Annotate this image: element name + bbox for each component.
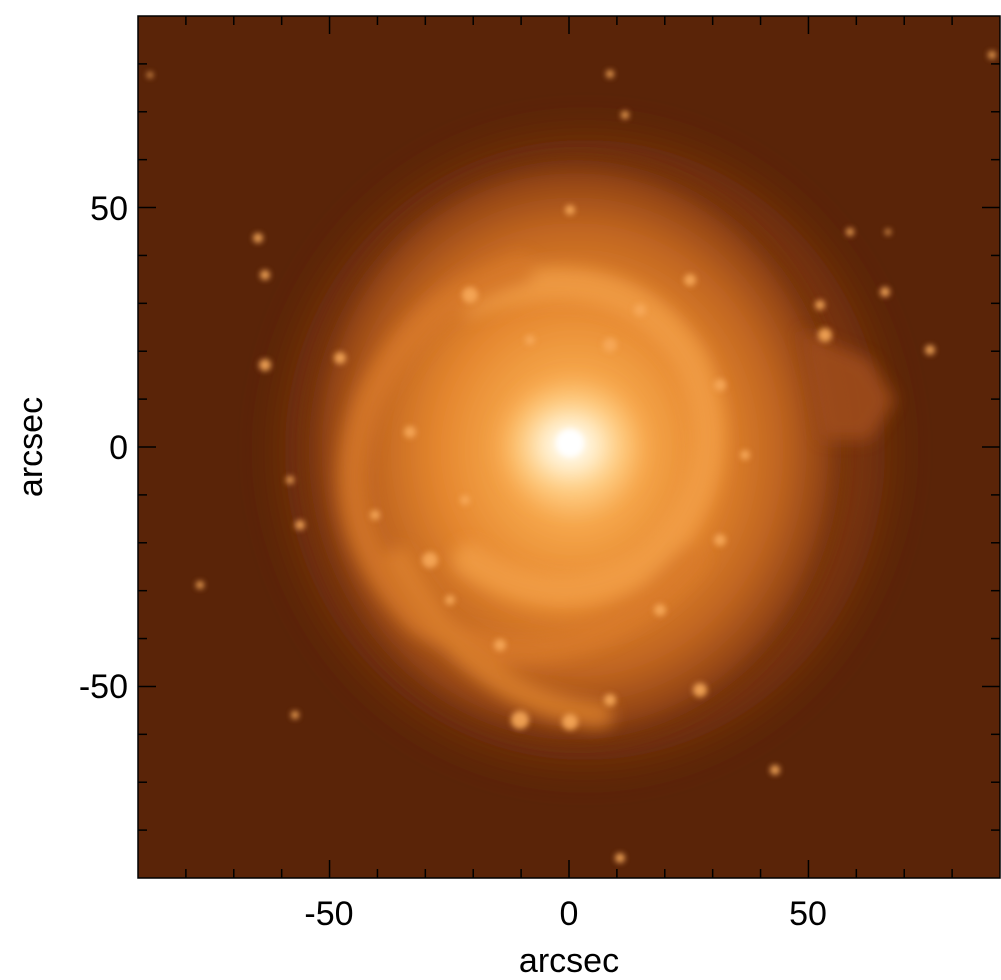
- tidal-feature: [800, 330, 895, 440]
- bright-knot: [291, 711, 299, 719]
- bright-knot: [494, 639, 506, 651]
- y-axis-label: arcsec: [12, 397, 50, 497]
- bright-knot: [988, 51, 996, 59]
- bright-knot: [925, 345, 935, 355]
- bright-knot: [525, 335, 535, 345]
- bright-knot: [334, 352, 346, 364]
- y-tick-label: 0: [109, 429, 128, 467]
- bright-knot: [295, 520, 305, 530]
- bright-knot: [603, 338, 617, 352]
- bright-knot: [654, 604, 666, 616]
- bright-knot: [565, 205, 575, 215]
- bright-knot: [253, 233, 263, 243]
- y-axis-ticks: [138, 63, 1000, 831]
- bright-knot: [684, 274, 696, 286]
- bright-knot: [445, 595, 455, 605]
- bright-knot: [460, 495, 470, 505]
- bright-knot: [815, 300, 825, 310]
- x-axis-label: arcsec: [519, 942, 619, 980]
- y-tick-label: 50: [90, 190, 128, 228]
- bright-knot: [818, 328, 832, 342]
- galaxy-image: [138, 16, 1000, 878]
- bright-knot: [714, 534, 726, 546]
- bright-knot: [196, 581, 204, 589]
- bright-knot: [259, 359, 271, 371]
- bright-knot: [634, 304, 646, 316]
- nucleus: [556, 429, 584, 457]
- x-axis-ticks: [185, 16, 953, 878]
- bright-knot: [880, 287, 890, 297]
- bright-knot: [462, 287, 478, 303]
- x-tick-label: 50: [789, 895, 827, 933]
- y-tick-label: -50: [79, 668, 128, 706]
- x-tick-label: 0: [560, 895, 579, 933]
- bright-knot: [147, 72, 153, 78]
- hii-knots: [147, 51, 996, 863]
- bright-knot: [511, 711, 529, 729]
- bright-knot: [615, 853, 625, 863]
- plot-axes: -50 0 50 50 0 -50 arcsec arcsec: [12, 15, 1001, 980]
- bright-knot: [562, 714, 578, 730]
- spiral-arms: [338, 255, 725, 728]
- bright-knot: [885, 229, 891, 235]
- bright-knot: [604, 694, 616, 706]
- bright-knot: [714, 379, 726, 391]
- bright-knot: [693, 683, 707, 697]
- bright-knot: [260, 270, 270, 280]
- bright-knot: [370, 510, 380, 520]
- bright-knot: [606, 70, 614, 78]
- bright-knot: [846, 228, 854, 236]
- bright-knot: [422, 552, 438, 568]
- bright-knot: [770, 765, 780, 775]
- bright-knot: [740, 450, 750, 460]
- bright-knot: [404, 426, 416, 438]
- bright-knot: [621, 111, 629, 119]
- x-tick-label: -50: [304, 895, 353, 933]
- bright-knot: [286, 476, 294, 484]
